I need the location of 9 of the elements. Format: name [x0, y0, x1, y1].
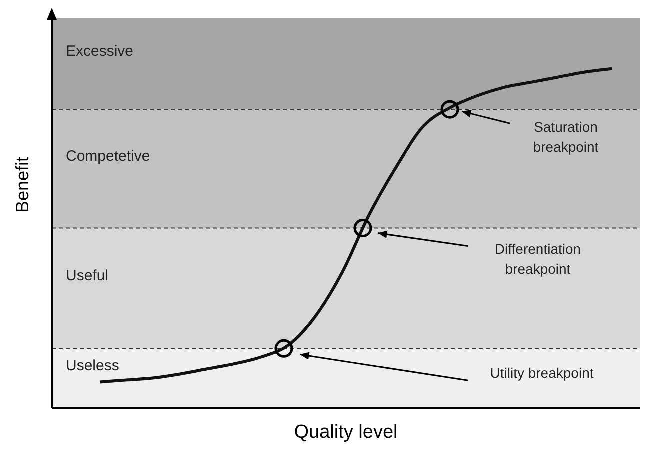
x-axis-title: Quality level — [294, 422, 398, 443]
band-label: Excessive — [66, 42, 134, 60]
annotation: Saturation breakpoint — [532, 118, 600, 157]
band-label: Useful — [66, 267, 109, 284]
band-label: Competetive — [66, 148, 150, 165]
annotation: Differentiation breakpoint — [494, 240, 582, 280]
band-label: Useless — [66, 357, 120, 374]
annotation: Utility breakpoint — [489, 364, 595, 383]
y-axis-title: Benefit — [12, 156, 32, 213]
